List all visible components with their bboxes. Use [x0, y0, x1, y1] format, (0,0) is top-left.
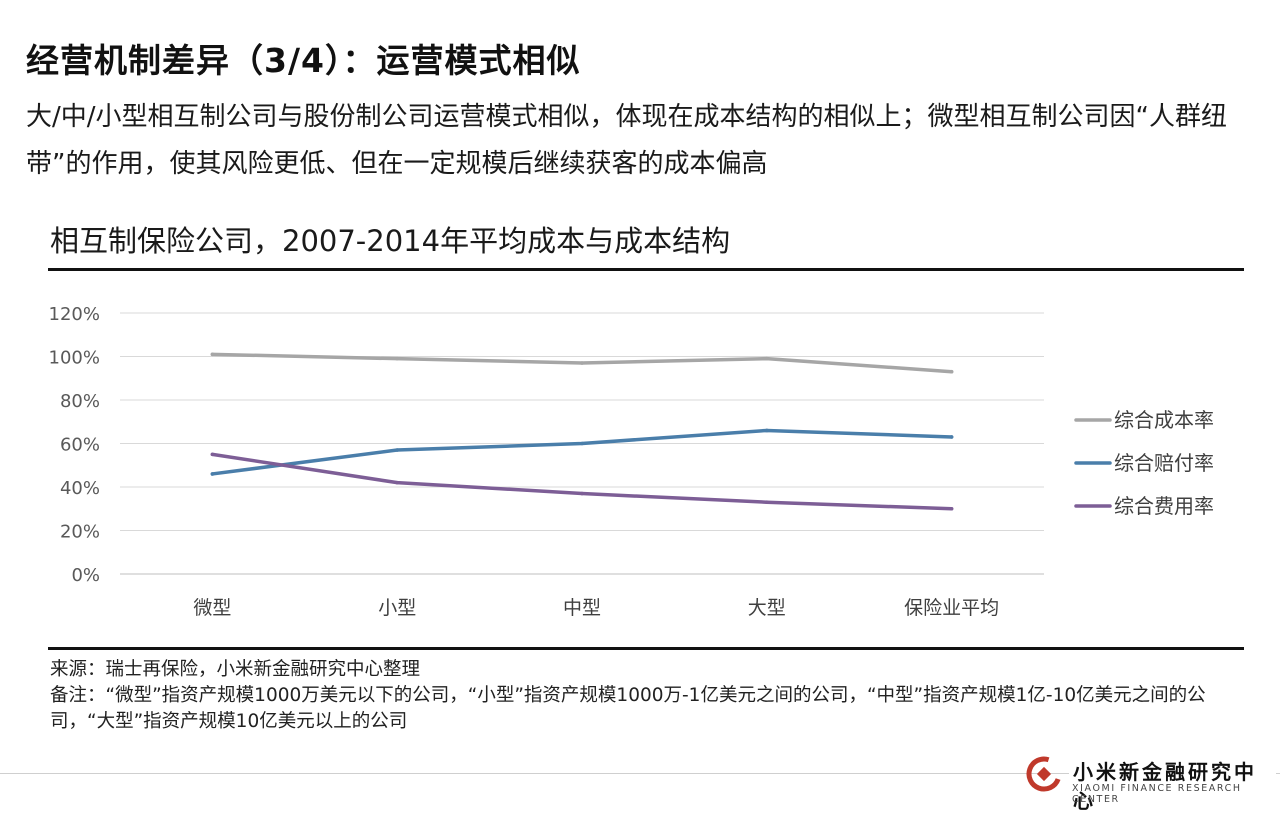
- data-point: [765, 428, 769, 433]
- data-point: [210, 352, 215, 357]
- data-point: [210, 452, 215, 457]
- data-point: [395, 480, 400, 485]
- y-tick-label: 100%: [49, 348, 100, 369]
- footer-divider: [0, 773, 1280, 774]
- chart-top-rule: [48, 268, 1244, 271]
- data-point: [580, 361, 584, 365]
- x-tick-label: 小型: [378, 597, 416, 619]
- y-tick-label: 60%: [60, 435, 100, 456]
- x-tick-label: 保险业平均: [904, 597, 999, 619]
- y-tick-label: 0%: [71, 565, 100, 586]
- x-tick-label: 微型: [193, 597, 231, 619]
- series-line: [210, 452, 954, 511]
- series-line: [210, 428, 954, 476]
- data-point: [949, 506, 954, 511]
- data-point: [580, 491, 584, 496]
- chart-notes: 来源：瑞士再保险，小米新金融研究中心整理 备注：“微型”指资产规模1000万美元…: [50, 657, 1240, 735]
- data-point: [580, 441, 584, 446]
- logo-name-en: XIAOMI FINANCE RESEARCH CENTER: [1072, 783, 1242, 805]
- x-tick-label: 中型: [563, 597, 601, 619]
- data-point: [949, 435, 954, 439]
- chart-title: 相互制保险公司，2007-2014年平均成本与成本结构: [50, 224, 731, 258]
- legend-label: 综合费用率: [1114, 494, 1214, 518]
- y-tick-label: 80%: [60, 391, 100, 412]
- data-point: [395, 356, 400, 361]
- line-chart: 0% 20% 40% 60% 80% 100% 120% 微型 小型 中型 大型 保险业平均 综合成本率…: [49, 304, 1214, 619]
- logo-mark-icon: [1026, 756, 1062, 792]
- data-point: [210, 472, 215, 476]
- remark-note: 备注：“微型”指资产规模1000万美元以下的公司，“小型”指资产规模1000万-…: [50, 685, 1206, 732]
- y-tick-label: 120%: [49, 304, 100, 325]
- source-note: 来源：瑞士再保险，小米新金融研究中心整理: [50, 659, 421, 680]
- brand-logo: 小米新金融研究中心 XIAOMI FINANCE RESEARCH CENTER: [1026, 754, 1276, 814]
- data-point: [949, 369, 954, 374]
- data-point: [395, 448, 400, 452]
- slide-title: 经营机制差异（3/4）：运营模式相似: [26, 41, 581, 80]
- slide-subtitle: 大/中/小型相互制公司与股份制公司运营模式相似，体现在成本结构的相似上；微型相互…: [26, 102, 1227, 179]
- data-point: [765, 356, 769, 361]
- y-tick-label: 20%: [60, 522, 100, 543]
- legend-label: 综合赔付率: [1114, 451, 1214, 475]
- y-tick-label: 40%: [60, 478, 100, 499]
- chart-bottom-rule: [48, 647, 1244, 650]
- legend-label: 综合成本率: [1114, 408, 1214, 432]
- x-tick-label: 大型: [748, 597, 786, 619]
- data-point: [765, 500, 769, 505]
